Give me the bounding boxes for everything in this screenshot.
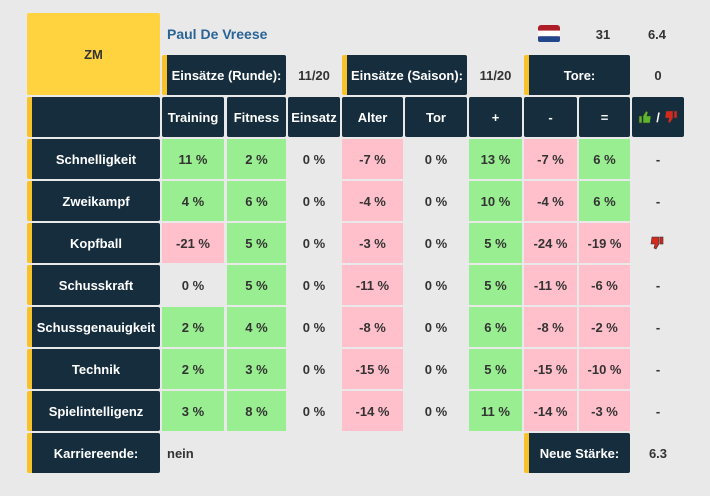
trend-cell: - <box>655 193 661 209</box>
value-cell: 0 % <box>405 265 467 305</box>
value-cell: -7 % <box>342 139 403 179</box>
value-cell: 0 % <box>288 307 340 347</box>
value-cell: 8 % <box>227 391 286 431</box>
player-age: 31 <box>595 26 611 42</box>
value-cell: -10 % <box>579 349 630 389</box>
stat-value: 0 <box>654 67 662 83</box>
trend-cell: - <box>655 151 661 167</box>
value-cell: 13 % <box>469 139 522 179</box>
value-cell: -7 % <box>524 139 577 179</box>
new-strength-value: 6.3 <box>648 445 668 461</box>
flag <box>538 25 560 42</box>
value-cell: -4 % <box>342 181 403 221</box>
value-cell: 5 % <box>469 349 522 389</box>
value-cell: -11 % <box>342 265 403 305</box>
value-cell: -15 % <box>342 349 403 389</box>
value-cell: 0 % <box>162 265 224 305</box>
value-cell: 0 % <box>405 223 467 263</box>
value-cell: 0 % <box>405 181 467 221</box>
value-cell: -11 % <box>524 265 577 305</box>
value-cell: 5 % <box>469 265 522 305</box>
value-cell: 0 % <box>288 139 340 179</box>
row-label: Schusskraft <box>27 265 160 305</box>
value-cell: 3 % <box>162 391 224 431</box>
value-cell: 11 % <box>469 391 522 431</box>
header-corner <box>27 97 160 137</box>
value-cell: 0 % <box>288 391 340 431</box>
column-header: Tor <box>405 97 467 137</box>
value-cell: 0 % <box>288 181 340 221</box>
column-header: = <box>579 97 630 137</box>
value-cell: -6 % <box>579 265 630 305</box>
value-cell: 0 % <box>288 223 340 263</box>
value-cell: 5 % <box>227 265 286 305</box>
value-cell: -14 % <box>524 391 577 431</box>
value-cell: -3 % <box>342 223 403 263</box>
row-label: Schnelligkeit <box>27 139 160 179</box>
value-cell: -2 % <box>579 307 630 347</box>
value-cell: 4 % <box>227 307 286 347</box>
value-cell: 5 % <box>227 223 286 263</box>
row-label: Schussgenauigkeit <box>27 307 160 347</box>
value-cell: 0 % <box>405 307 467 347</box>
value-cell: 6 % <box>469 307 522 347</box>
value-cell: -14 % <box>342 391 403 431</box>
value-cell: 6 % <box>579 181 630 221</box>
column-header: + <box>469 97 522 137</box>
player-strength: 6.4 <box>647 26 667 42</box>
trend-cell: - <box>655 403 661 419</box>
column-header: Training <box>162 97 224 137</box>
column-header: Einsatz <box>288 97 340 137</box>
value-cell: -15 % <box>524 349 577 389</box>
column-header: Alter <box>342 97 403 137</box>
value-cell: 4 % <box>162 181 224 221</box>
row-label: Spielintelligenz <box>27 391 160 431</box>
career-end-value: nein <box>167 445 194 461</box>
value-cell: 0 % <box>405 349 467 389</box>
row-label: Zweikampf <box>27 181 160 221</box>
stat-value: 11/20 <box>479 67 512 83</box>
player-name: Paul De Vreese <box>167 26 268 42</box>
value-cell: -4 % <box>524 181 577 221</box>
value-cell: 0 % <box>405 139 467 179</box>
value-cell: -3 % <box>579 391 630 431</box>
value-cell: 2 % <box>162 307 224 347</box>
stat-label: Tore: <box>524 55 630 95</box>
value-cell: 11 % <box>162 139 224 179</box>
value-cell: 6 % <box>579 139 630 179</box>
career-end-label: Karriereende: <box>27 433 160 473</box>
stat-label: Einsätze (Runde): <box>162 55 286 95</box>
column-header: Fitness <box>227 97 286 137</box>
value-cell: 0 % <box>288 265 340 305</box>
stat-value: 11/20 <box>298 67 330 83</box>
value-cell: 0 % <box>405 391 467 431</box>
trend-cell: - <box>655 319 661 335</box>
row-label: Kopfball <box>27 223 160 263</box>
value-cell: -24 % <box>524 223 577 263</box>
value-cell: -19 % <box>579 223 630 263</box>
value-cell: 2 % <box>227 139 286 179</box>
value-cell: 5 % <box>469 223 522 263</box>
value-cell: 10 % <box>469 181 522 221</box>
row-label: Technik <box>27 349 160 389</box>
value-cell: 0 % <box>288 349 340 389</box>
thumbs-down-icon <box>664 110 678 124</box>
value-cell: -8 % <box>524 307 577 347</box>
trend-cell: - <box>655 277 661 293</box>
thumbs-down-icon <box>650 236 664 250</box>
stat-label: Einsätze (Saison): <box>342 55 467 95</box>
value-cell: 6 % <box>227 181 286 221</box>
value-cell: 2 % <box>162 349 224 389</box>
value-cell: -8 % <box>342 307 403 347</box>
thumbs-up-icon <box>638 110 652 124</box>
new-strength-label: Neue Stärke: <box>524 433 630 473</box>
value-cell: -21 % <box>162 223 224 263</box>
trend-cell: - <box>655 361 661 377</box>
position-badge: ZM <box>27 13 160 95</box>
column-header: - <box>524 97 577 137</box>
value-cell: 3 % <box>227 349 286 389</box>
